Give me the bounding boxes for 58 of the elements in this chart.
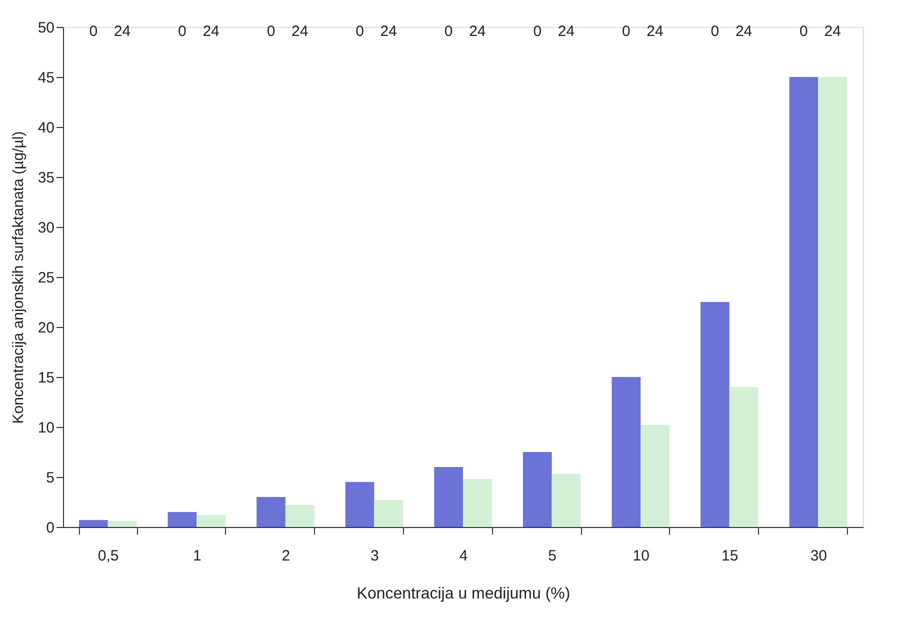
y-tick-label: 40 (38, 120, 54, 136)
text: 0 (800, 23, 808, 40)
y-tick-label: 30 (38, 220, 54, 236)
y-tick-label: 0 (46, 520, 54, 536)
bar (522, 452, 552, 527)
y-tick-label: 35 (38, 170, 54, 186)
y-tick-label: 5 (46, 470, 54, 486)
x-tick-label: 1 (192, 548, 202, 564)
text: 24 (646, 23, 664, 40)
x-tick-label: 15 (722, 548, 738, 564)
y-tick-label: 50 (38, 20, 54, 36)
x-tick-label: 4 (459, 548, 468, 564)
text: 0 (444, 23, 453, 40)
bar (374, 500, 404, 527)
y-tick-label: 10 (38, 420, 54, 436)
y-tick-label: 15 (38, 370, 54, 386)
bar (789, 77, 818, 527)
x-tick-label: 3 (370, 548, 379, 564)
bar (552, 474, 581, 527)
text: 24 (824, 23, 841, 40)
bar (640, 425, 670, 527)
text: 0 (178, 23, 186, 40)
bar (818, 77, 848, 527)
text: 0 (710, 23, 720, 40)
text: 24 (558, 23, 575, 40)
bar (700, 302, 730, 527)
text: 24 (735, 23, 752, 40)
y-tick-label: 20 (38, 320, 54, 336)
bar (285, 505, 314, 527)
text: 24 (114, 23, 131, 40)
y-tick-label: 25 (38, 270, 54, 286)
x-tick-label: 0,5 (98, 548, 119, 564)
bar (729, 387, 758, 527)
bar (108, 521, 137, 527)
x-axis-title: Koncentracija u medijumu (%) (356, 586, 570, 602)
x-tick-label: 30 (810, 548, 828, 564)
y-axis-title: Koncentracija anjonskih surfaktanata (µg/µl) (10, 131, 27, 424)
bar (196, 515, 226, 527)
bar (612, 377, 641, 527)
text: 24 (469, 23, 486, 40)
bar (78, 520, 108, 527)
text: 0 (356, 23, 364, 40)
y-tick-label: 45 (38, 70, 54, 86)
text: 24 (202, 23, 220, 40)
text: 24 (292, 23, 308, 40)
x-tick-label: 5 (548, 548, 556, 564)
bar (168, 512, 197, 527)
x-tick-label: 2 (282, 548, 290, 564)
bar (434, 467, 463, 527)
text: 0 (533, 23, 542, 40)
text: 0 (622, 23, 630, 40)
text: 24 (380, 23, 397, 40)
text: 0 (266, 23, 276, 40)
bar (256, 497, 286, 527)
text: 0 (89, 23, 98, 40)
x-tick-label: 10 (632, 548, 650, 564)
bar (463, 479, 492, 527)
bar (345, 482, 374, 527)
